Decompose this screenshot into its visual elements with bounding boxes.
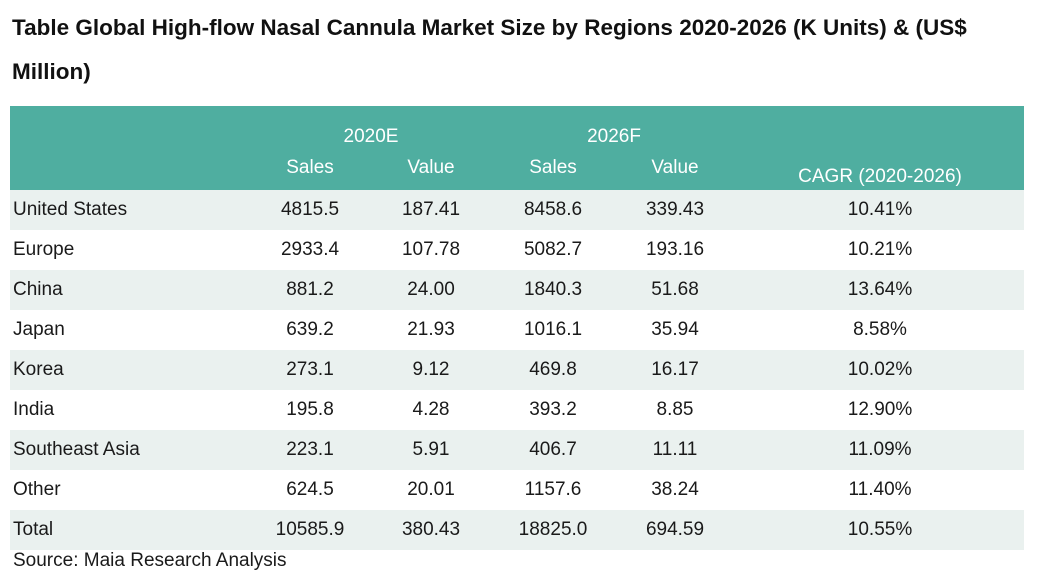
region-cell: Europe (10, 230, 250, 270)
region-cell: China (10, 270, 250, 310)
cagr-cell: 10.02% (736, 350, 1025, 390)
region-cell: Korea (10, 350, 250, 390)
cagr-cell: 13.64% (736, 270, 1025, 310)
sales-2026-cell: 1840.3 (492, 270, 615, 310)
sales-2026-cell: 406.7 (492, 430, 615, 470)
header-value-2020: Value (370, 150, 493, 190)
sales-2020-cell: 223.1 (250, 430, 370, 470)
cagr-cell: 10.55% (736, 510, 1025, 550)
value-2020-cell: 9.12 (370, 350, 493, 390)
value-2020-cell: 187.41 (370, 190, 493, 230)
sales-2020-cell: 4815.5 (250, 190, 370, 230)
sales-2026-cell: 393.2 (492, 390, 615, 430)
sales-2026-cell: 1016.1 (492, 310, 615, 350)
sales-2020-cell: 195.8 (250, 390, 370, 430)
table-row: Other 624.5 20.01 1157.6 38.24 11.40% (10, 470, 1025, 510)
table-row: United States 4815.5 187.41 8458.6 339.43 10.… (10, 190, 1025, 230)
region-cell: India (10, 390, 250, 430)
region-cell: Other (10, 470, 250, 510)
value-2020-cell: 5.91 (370, 430, 493, 470)
value-2026-cell: 16.17 (614, 350, 737, 390)
header-year-2020: 2020E (250, 106, 493, 150)
value-2020-cell: 24.00 (370, 270, 493, 310)
sales-2020-cell: 10585.9 (250, 510, 370, 550)
sales-2026-cell: 469.8 (492, 350, 615, 390)
value-2026-cell: 11.11 (614, 430, 737, 470)
sales-2020-cell: 273.1 (250, 350, 370, 390)
value-2026-cell: 51.68 (614, 270, 737, 310)
sales-2020-cell: 881.2 (250, 270, 370, 310)
region-cell: Japan (10, 310, 250, 350)
value-2020-cell: 20.01 (370, 470, 493, 510)
sales-2026-cell: 5082.7 (492, 230, 615, 270)
table-title: Table Global High-flow Nasal Cannula Mar… (12, 15, 967, 84)
region-cell: Southeast Asia (10, 430, 250, 470)
cagr-cell: 12.90% (736, 390, 1025, 430)
table-row: India 195.8 4.28 393.2 8.85 12.90% (10, 390, 1025, 430)
sales-2020-cell: 624.5 (250, 470, 370, 510)
header-sales-2020: Sales (250, 150, 370, 190)
table-header: 2020E 2026F CAGR (2020-2026) Sales Value… (10, 106, 1025, 190)
table-row: Southeast Asia 223.1 5.91 406.7 11.11 11.09% (10, 430, 1025, 470)
value-2026-cell: 339.43 (614, 190, 737, 230)
table-row: China 881.2 24.00 1840.3 51.68 13.64% (10, 270, 1025, 310)
value-2026-cell: 193.16 (614, 230, 737, 270)
source-note: Source: Maia Research Analysis (13, 550, 287, 571)
cagr-cell: 11.09% (736, 430, 1025, 470)
header-sales-2026: Sales (492, 150, 615, 190)
sales-2026-cell: 8458.6 (492, 190, 615, 230)
value-2020-cell: 380.43 (370, 510, 493, 550)
sales-2020-cell: 2933.4 (250, 230, 370, 270)
header-value-2026: Value (614, 150, 737, 190)
cagr-cell: 8.58% (736, 310, 1025, 350)
cagr-cell: 11.40% (736, 470, 1025, 510)
cagr-cell: 10.21% (736, 230, 1025, 270)
table-row: Total 10585.9 380.43 18825.0 694.59 10.55% (10, 510, 1025, 550)
table-row: Europe 2933.4 107.78 5082.7 193.16 10.21% (10, 230, 1025, 270)
table-row: Korea 273.1 9.12 469.8 16.17 10.02% (10, 350, 1025, 390)
sales-2020-cell: 639.2 (250, 310, 370, 350)
value-2020-cell: 21.93 (370, 310, 493, 350)
value-2020-cell: 107.78 (370, 230, 493, 270)
value-2026-cell: 694.59 (614, 510, 737, 550)
header-region-blank (10, 106, 250, 190)
cagr-cell: 10.41% (736, 190, 1025, 230)
value-2026-cell: 35.94 (614, 310, 737, 350)
region-cell: Total (10, 510, 250, 550)
value-2020-cell: 4.28 (370, 390, 493, 430)
market-size-table: 2020E 2026F CAGR (2020-2026) Sales Value… (10, 106, 1025, 550)
header-year-2026: 2026F (492, 106, 737, 150)
table-body: United States 4815.5 187.41 8458.6 339.43 10.… (10, 190, 1025, 550)
region-cell: United States (10, 190, 250, 230)
value-2026-cell: 38.24 (614, 470, 737, 510)
value-2026-cell: 8.85 (614, 390, 737, 430)
sales-2026-cell: 1157.6 (492, 470, 615, 510)
table-row: Japan 639.2 21.93 1016.1 35.94 8.58% (10, 310, 1025, 350)
header-cagr: CAGR (2020-2026) (736, 106, 1025, 190)
sales-2026-cell: 18825.0 (492, 510, 615, 550)
